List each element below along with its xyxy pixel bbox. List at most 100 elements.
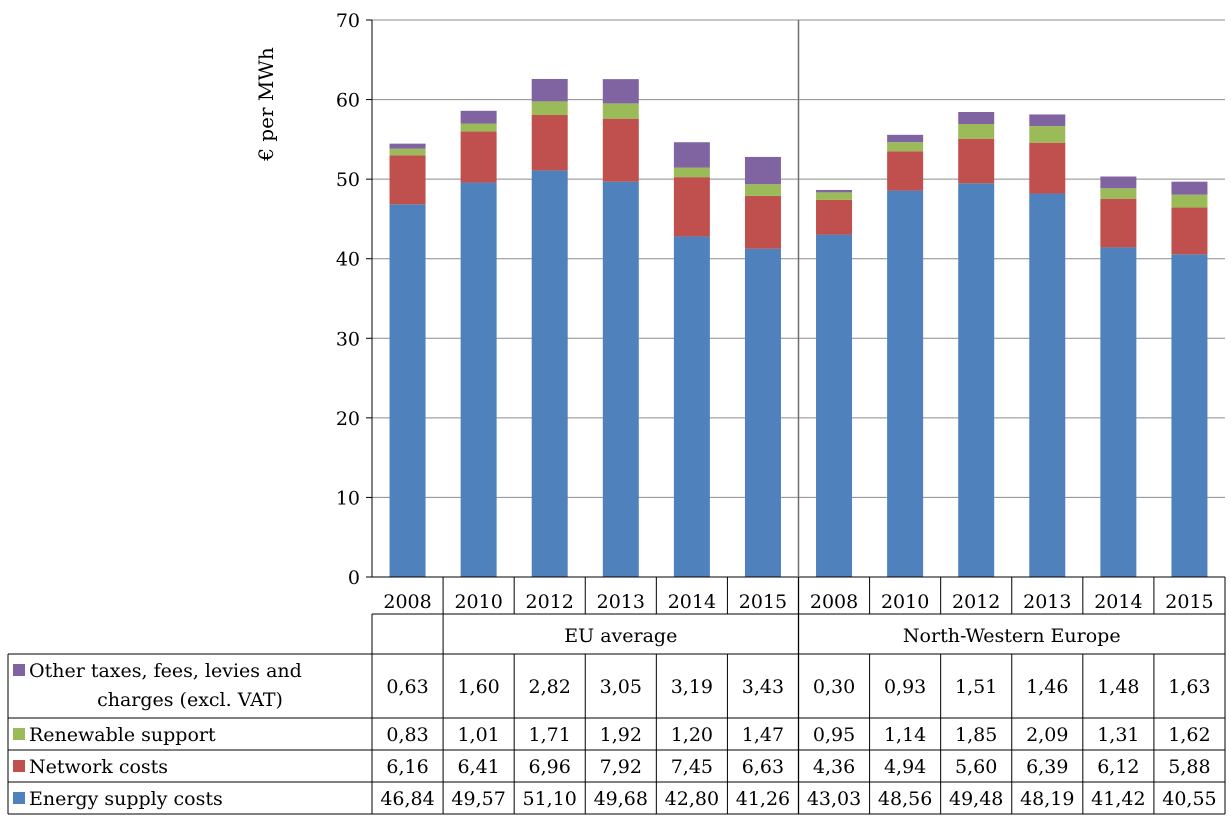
table-cell: 4,94	[884, 756, 926, 778]
table-cell: 5,88	[1168, 756, 1210, 778]
y-tick-label: 50	[336, 169, 360, 191]
y-tick-label: 40	[336, 249, 360, 271]
bar-segment	[887, 134, 924, 143]
legend-marker	[13, 728, 25, 740]
bar-segment	[460, 131, 497, 183]
bar-segment	[673, 177, 710, 237]
bar-segment	[744, 248, 781, 577]
bar-segment	[1100, 176, 1137, 189]
group-label: EU average	[564, 625, 677, 647]
bar-segment	[389, 155, 426, 205]
table-cell: 1,63	[1168, 676, 1210, 698]
bar-segment	[673, 236, 710, 578]
x-tick-label: 2008	[383, 591, 431, 613]
bar-segment	[389, 204, 426, 578]
bar-segment	[744, 195, 781, 249]
bar-segment	[531, 115, 568, 171]
table-cell: 1,14	[884, 724, 926, 746]
table-cell: 3,19	[671, 676, 713, 698]
bar-segment	[958, 111, 995, 124]
bar-segment	[744, 184, 781, 196]
table-cell: 3,43	[742, 676, 784, 698]
table-cell: 48,19	[1020, 788, 1074, 810]
y-tick-label: 0	[348, 567, 360, 589]
legend-label: charges (excl. VAT)	[97, 689, 283, 711]
y-tick-label: 30	[336, 328, 360, 350]
y-tick-label: 70	[336, 10, 360, 32]
bar-segment	[531, 101, 568, 116]
bar-segment	[460, 123, 497, 132]
y-tick-label: 60	[336, 90, 360, 112]
table-cell: 1,71	[529, 724, 571, 746]
x-tick-label: 2014	[668, 591, 716, 613]
bar-segment	[602, 79, 639, 104]
table-cell: 0,30	[813, 676, 855, 698]
bar-segment	[887, 142, 924, 152]
table-cell: 2,82	[529, 676, 571, 698]
table-cell: 6,96	[529, 756, 571, 778]
x-tick-label: 2015	[739, 591, 787, 613]
bar-segment	[602, 118, 639, 182]
x-tick-label: 2014	[1094, 591, 1142, 613]
bar-segment	[958, 183, 995, 577]
legend-label: Energy supply costs	[29, 788, 223, 810]
bar-segment	[531, 170, 568, 577]
table-cell: 46,84	[380, 788, 434, 810]
table-cell: 5,60	[955, 756, 997, 778]
bar-segment	[816, 192, 853, 200]
bar-segment	[958, 123, 995, 139]
table-cell: 7,45	[671, 756, 713, 778]
bar-segment	[816, 199, 853, 235]
bar-segment	[460, 182, 497, 577]
bar-segment	[460, 110, 497, 124]
table-cell: 7,92	[600, 756, 642, 778]
legend-label: Renewable support	[29, 724, 216, 746]
bar-segment	[602, 103, 639, 119]
table-cell: 3,05	[600, 676, 642, 698]
table-cell: 1,85	[955, 724, 997, 746]
bar-segment	[1171, 194, 1208, 208]
bar-segment	[1100, 247, 1137, 577]
x-tick-label: 2008	[810, 591, 858, 613]
table-cell: 41,26	[736, 788, 790, 810]
table-cell: 41,42	[1091, 788, 1145, 810]
bar-segment	[602, 181, 639, 577]
x-tick-label: 2012	[952, 591, 1000, 613]
table-cell: 0,63	[386, 676, 428, 698]
legend-label: Network costs	[29, 756, 168, 778]
table-cell: 42,80	[665, 788, 719, 810]
bar-segment	[673, 167, 710, 178]
table-cell: 49,68	[594, 788, 648, 810]
bar-segment	[816, 189, 853, 193]
y-tick-label: 10	[336, 487, 360, 509]
table-cell: 48,56	[878, 788, 932, 810]
table-cell: 43,03	[807, 788, 861, 810]
bar-segment	[673, 142, 710, 168]
table-cell: 1,31	[1097, 724, 1139, 746]
bar-segment	[887, 151, 924, 191]
x-tick-label: 2010	[881, 591, 929, 613]
table-cell: 1,20	[671, 724, 713, 746]
bar-segment	[531, 78, 568, 102]
x-tick-label: 2012	[526, 591, 574, 613]
bar-segment	[1100, 198, 1137, 248]
bar-segment	[958, 138, 995, 184]
group-label: North-Western Europe	[903, 625, 1121, 647]
bar-segment	[1029, 142, 1066, 194]
table-cell: 6,63	[742, 756, 784, 778]
x-tick-label: 2013	[1023, 591, 1071, 613]
bar-segment	[1171, 207, 1208, 255]
table-cell: 4,36	[813, 756, 855, 778]
table-cell: 1,47	[742, 724, 784, 746]
legend-label: Other taxes, fees, levies and	[29, 660, 302, 682]
x-tick-label: 2010	[454, 591, 502, 613]
table-cell: 0,95	[813, 724, 855, 746]
data-table: 2008 2010 2012 2013 2014 2015 2008 2010 2012 2013…	[7, 577, 1226, 815]
bar-segment	[1171, 181, 1208, 195]
table-cell: 6,16	[386, 756, 428, 778]
bar-segment	[887, 190, 924, 577]
legend-marker	[13, 664, 25, 676]
bars	[389, 78, 1208, 578]
table-cell: 1,62	[1168, 724, 1210, 746]
bar-segment	[1029, 114, 1066, 127]
